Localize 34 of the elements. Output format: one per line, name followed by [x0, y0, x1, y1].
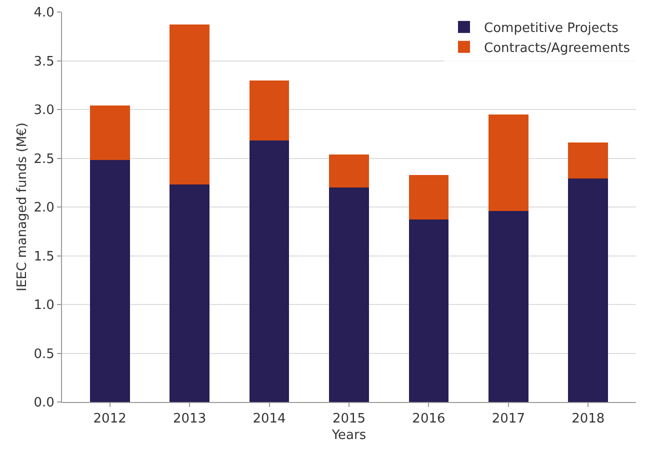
y-tick-label: 1.5 — [34, 249, 54, 264]
bar — [90, 160, 130, 402]
x-tick-label: 2018 — [572, 412, 605, 427]
x-axis-title: Years — [330, 428, 366, 444]
y-tick-label: 4.0 — [34, 6, 54, 21]
x-tick-label: 2016 — [412, 412, 446, 427]
y-tick-label: 3.0 — [34, 103, 54, 118]
y-tick-label: 0.0 — [34, 396, 54, 411]
x-tick-label: 2014 — [252, 412, 286, 427]
bar — [408, 220, 449, 402]
bar — [170, 24, 210, 185]
bar — [329, 154, 369, 188]
legend-label: Competitive Projects — [484, 21, 619, 36]
bar — [170, 184, 210, 402]
x-tick-label: 2013 — [173, 412, 206, 427]
y-tick-label: 1.0 — [34, 298, 54, 314]
bar — [90, 106, 130, 160]
y-axis-title: IEEC managed funds (M€) — [15, 122, 30, 292]
y-tick-label: 3.5 — [34, 54, 54, 70]
bar — [568, 178, 608, 402]
bar — [488, 210, 528, 402]
bar — [568, 142, 608, 179]
bar — [408, 174, 449, 220]
x-tick-label: 2017 — [492, 412, 525, 427]
bar — [329, 188, 369, 402]
x-tick-label: 2015 — [332, 412, 366, 427]
y-tick-label: 0.5 — [34, 346, 54, 362]
y-tick-label: 2.0 — [34, 200, 54, 216]
x-tick-label: 2012 — [93, 412, 126, 427]
legend-label: Contracts/Agreements — [484, 40, 630, 56]
bar — [249, 80, 290, 141]
y-tick-label: 2.5 — [34, 152, 54, 167]
bar — [249, 140, 290, 402]
bar — [488, 114, 528, 211]
